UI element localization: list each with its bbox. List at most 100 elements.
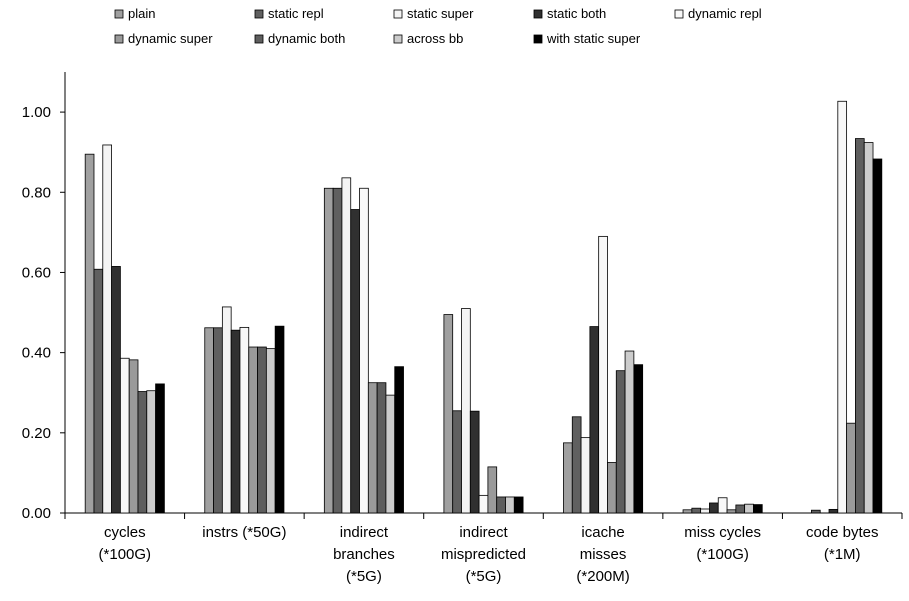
x-category-label: (*100G) bbox=[99, 546, 152, 563]
y-tick-label: 0.60 bbox=[22, 264, 51, 281]
bar-across-bb bbox=[744, 503, 754, 514]
y-tick-label: 0.40 bbox=[22, 345, 51, 362]
bar-static-repl bbox=[452, 410, 462, 514]
bar-across-bb bbox=[385, 394, 396, 514]
bar-static-both bbox=[469, 410, 480, 514]
bars bbox=[84, 100, 883, 514]
bar-static-super bbox=[700, 508, 710, 514]
legend-label: dynamic super bbox=[128, 31, 213, 46]
x-category-label: cycles bbox=[104, 524, 146, 541]
bar-dynamic-repl bbox=[598, 235, 608, 514]
bar-dynamic-repl bbox=[478, 494, 489, 514]
bar-plain bbox=[323, 187, 334, 514]
bar-static-super bbox=[221, 306, 232, 514]
bar-static-both bbox=[709, 502, 719, 514]
bar-static-repl bbox=[213, 327, 223, 514]
bar-plain bbox=[563, 442, 573, 514]
legend-label: with static super bbox=[546, 31, 641, 46]
bar-with-static-super bbox=[513, 496, 524, 514]
legend-label: dynamic repl bbox=[688, 6, 762, 21]
legend-label: across bb bbox=[407, 31, 463, 46]
x-category-label: miss cycles bbox=[684, 524, 761, 541]
bar-dynamic-super bbox=[726, 509, 737, 514]
bar-with-static-super bbox=[155, 383, 165, 514]
legend-label: static super bbox=[407, 6, 474, 21]
x-category-label: indirect bbox=[340, 524, 389, 541]
x-category-label: instrs (*50G) bbox=[202, 524, 286, 541]
bar-dynamic-repl bbox=[837, 100, 848, 514]
legend-swatch bbox=[254, 9, 264, 19]
bar-static-both bbox=[350, 209, 360, 514]
legend-swatch bbox=[393, 9, 403, 19]
bar-dynamic-super bbox=[128, 359, 139, 514]
bar-static-super bbox=[461, 308, 471, 514]
bar-static-repl bbox=[571, 416, 582, 514]
bar-dynamic-super bbox=[487, 466, 498, 514]
legend-swatch bbox=[393, 34, 403, 44]
bar-plain bbox=[204, 327, 214, 514]
bar-dynamic-repl bbox=[717, 497, 728, 514]
bar-dynamic-both bbox=[855, 138, 865, 514]
bar-static-super bbox=[341, 177, 352, 514]
y-tick-label: 0.00 bbox=[22, 505, 51, 522]
bar-static-repl bbox=[691, 507, 702, 514]
x-category-label: (*200M) bbox=[576, 568, 629, 585]
bar-static-repl bbox=[332, 187, 343, 514]
bar-with-static-super bbox=[872, 158, 883, 514]
legend-swatch bbox=[533, 34, 543, 44]
bar-with-static-super bbox=[753, 504, 763, 514]
x-category-label: branches bbox=[333, 546, 395, 563]
bar-static-repl bbox=[93, 268, 104, 514]
bar-dynamic-both bbox=[137, 391, 148, 514]
legend-label: plain bbox=[128, 6, 155, 21]
bar-plain bbox=[84, 153, 95, 514]
bar-across-bb bbox=[863, 142, 874, 514]
bar-across-bb bbox=[624, 350, 635, 514]
axes bbox=[64, 72, 903, 519]
bar-dynamic-super bbox=[607, 462, 617, 514]
bar-dynamic-repl bbox=[119, 357, 130, 514]
x-category-label: icache bbox=[581, 524, 624, 541]
x-category-label: (*1M) bbox=[824, 546, 861, 563]
x-category-labels: cycles (*100G) instrs (*50G) indirect branch… bbox=[99, 524, 879, 585]
bar-static-both bbox=[828, 508, 839, 514]
legend-label: dynamic both bbox=[268, 31, 345, 46]
y-tick-label: 1.00 bbox=[22, 104, 51, 121]
legend: plain static repl static super static both d… bbox=[114, 6, 762, 46]
bar-dynamic-repl bbox=[359, 187, 369, 514]
x-category-label: (*5G) bbox=[346, 568, 382, 585]
x-category-label: misses bbox=[580, 546, 627, 563]
x-category-label: mispredicted bbox=[441, 546, 526, 563]
bar-static-repl bbox=[811, 509, 821, 514]
bar-dynamic-both bbox=[615, 370, 626, 514]
bar-across-bb bbox=[505, 496, 515, 514]
bar-static-both bbox=[230, 329, 241, 514]
bar-plain bbox=[682, 509, 693, 514]
bar-dynamic-both bbox=[735, 504, 746, 514]
bar-dynamic-both bbox=[496, 496, 506, 514]
bar-with-static-super bbox=[633, 364, 644, 514]
bar-dynamic-super bbox=[248, 346, 258, 514]
bar-static-super bbox=[580, 437, 591, 514]
x-category-label: (*100G) bbox=[696, 546, 749, 563]
bar-with-static-super bbox=[394, 366, 404, 514]
legend-swatch bbox=[674, 9, 684, 19]
x-category-label: indirect bbox=[459, 524, 508, 541]
bar-static-both bbox=[111, 266, 121, 514]
bar-with-static-super bbox=[274, 325, 285, 514]
y-tick-label: 0.20 bbox=[22, 425, 51, 442]
bar-across-bb bbox=[265, 348, 276, 514]
y-tick-label: 0.80 bbox=[22, 184, 51, 201]
bar-dynamic-super bbox=[367, 382, 378, 514]
bar-across-bb bbox=[146, 390, 156, 514]
x-category-label: code bytes bbox=[806, 524, 879, 541]
bar-dynamic-repl bbox=[239, 326, 250, 514]
legend-swatch bbox=[254, 34, 264, 44]
bar-plain bbox=[443, 314, 454, 514]
legend-swatch bbox=[114, 34, 124, 44]
x-category-label: (*5G) bbox=[466, 568, 502, 585]
legend-swatch bbox=[533, 9, 543, 19]
bar-dynamic-super bbox=[846, 422, 856, 514]
bar-static-both bbox=[589, 326, 600, 514]
